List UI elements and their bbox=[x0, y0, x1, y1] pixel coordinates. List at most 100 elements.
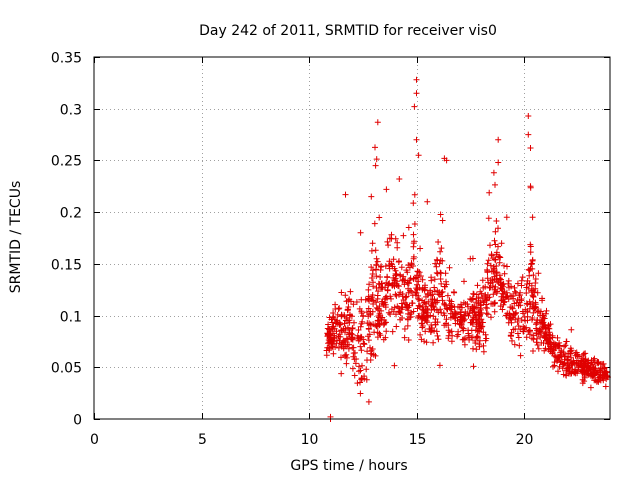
data-point bbox=[465, 327, 472, 334]
data-point bbox=[325, 321, 332, 328]
data-point bbox=[450, 289, 457, 295]
data-point bbox=[416, 302, 423, 309]
data-point bbox=[405, 337, 412, 343]
data-point bbox=[489, 277, 496, 284]
data-point bbox=[369, 346, 376, 352]
data-point bbox=[532, 276, 539, 282]
data-point bbox=[535, 270, 542, 277]
data-point bbox=[345, 297, 352, 304]
data-point bbox=[450, 314, 456, 320]
data-point bbox=[524, 277, 531, 284]
data-point bbox=[390, 256, 397, 263]
data-point bbox=[415, 295, 422, 302]
data-point bbox=[525, 113, 532, 119]
data-point bbox=[512, 326, 519, 332]
data-point bbox=[526, 298, 533, 305]
data-point bbox=[533, 321, 539, 328]
data-point bbox=[492, 181, 498, 188]
data-point bbox=[521, 326, 527, 333]
data-point bbox=[444, 292, 451, 299]
data-point bbox=[330, 313, 337, 320]
data-point bbox=[413, 90, 420, 97]
x-tick-label: 15 bbox=[409, 432, 427, 448]
x-tick-label: 0 bbox=[90, 432, 99, 448]
data-point bbox=[495, 243, 501, 250]
data-point bbox=[490, 291, 497, 298]
data-point bbox=[511, 300, 518, 307]
data-point bbox=[473, 291, 480, 298]
data-point bbox=[369, 240, 376, 247]
data-point bbox=[400, 232, 407, 239]
data-point bbox=[338, 354, 344, 361]
data-point bbox=[430, 339, 437, 346]
data-point bbox=[381, 320, 388, 327]
data-point bbox=[473, 346, 480, 353]
data-point bbox=[374, 317, 381, 324]
data-point bbox=[515, 315, 522, 322]
data-point bbox=[439, 217, 446, 224]
data-point bbox=[479, 277, 486, 284]
data-point bbox=[330, 330, 336, 337]
data-point bbox=[518, 296, 525, 302]
data-point bbox=[503, 214, 510, 221]
data-point bbox=[409, 300, 415, 306]
data-point bbox=[413, 274, 420, 281]
data-point bbox=[357, 229, 364, 236]
data-point bbox=[373, 299, 380, 306]
data-point bbox=[401, 277, 408, 284]
data-point bbox=[472, 311, 479, 318]
data-point bbox=[530, 287, 537, 294]
data-point bbox=[374, 323, 381, 330]
data-point bbox=[421, 338, 428, 345]
data-point bbox=[392, 272, 399, 279]
data-point bbox=[537, 334, 544, 341]
data-point bbox=[585, 371, 592, 378]
data-point bbox=[526, 305, 533, 312]
data-point bbox=[360, 340, 367, 347]
data-point bbox=[396, 291, 402, 298]
data-point bbox=[568, 326, 575, 333]
data-point bbox=[342, 329, 348, 336]
data-point bbox=[404, 269, 411, 276]
data-point bbox=[519, 274, 526, 281]
data-point bbox=[432, 319, 439, 326]
data-point bbox=[422, 328, 429, 335]
data-point bbox=[405, 279, 412, 286]
data-point bbox=[537, 308, 544, 315]
data-point bbox=[374, 329, 381, 336]
data-points bbox=[323, 76, 611, 422]
data-point bbox=[441, 283, 448, 290]
data-point bbox=[385, 242, 392, 249]
data-point bbox=[371, 220, 378, 227]
data-point bbox=[373, 156, 380, 163]
data-point bbox=[342, 191, 349, 198]
data-point bbox=[358, 310, 365, 316]
data-point bbox=[423, 293, 429, 300]
data-point bbox=[469, 304, 476, 310]
data-point bbox=[470, 345, 476, 352]
data-point bbox=[591, 366, 598, 373]
data-point bbox=[431, 284, 438, 291]
data-point bbox=[342, 352, 348, 359]
data-point bbox=[430, 303, 437, 310]
y-axis-label: SRMTID / TECUs bbox=[8, 181, 24, 294]
data-point bbox=[404, 322, 411, 329]
data-point bbox=[493, 251, 500, 258]
data-point bbox=[408, 309, 415, 316]
data-point bbox=[393, 311, 399, 318]
data-point bbox=[428, 307, 435, 313]
data-point bbox=[349, 336, 356, 343]
data-point bbox=[370, 279, 376, 286]
data-point bbox=[365, 305, 372, 312]
data-point bbox=[475, 297, 482, 304]
data-point bbox=[394, 239, 401, 246]
data-point bbox=[342, 343, 349, 350]
data-point bbox=[414, 286, 421, 293]
data-point bbox=[524, 281, 530, 287]
data-point bbox=[511, 341, 518, 348]
data-point bbox=[482, 304, 489, 311]
data-point bbox=[406, 314, 413, 321]
axis-ticks: 0 0.05 0.1 0.15 0.2 0.25 0.3 0.35 0 5 10 15 20 bbox=[51, 51, 610, 448]
data-point bbox=[484, 311, 491, 318]
data-point bbox=[355, 337, 362, 344]
